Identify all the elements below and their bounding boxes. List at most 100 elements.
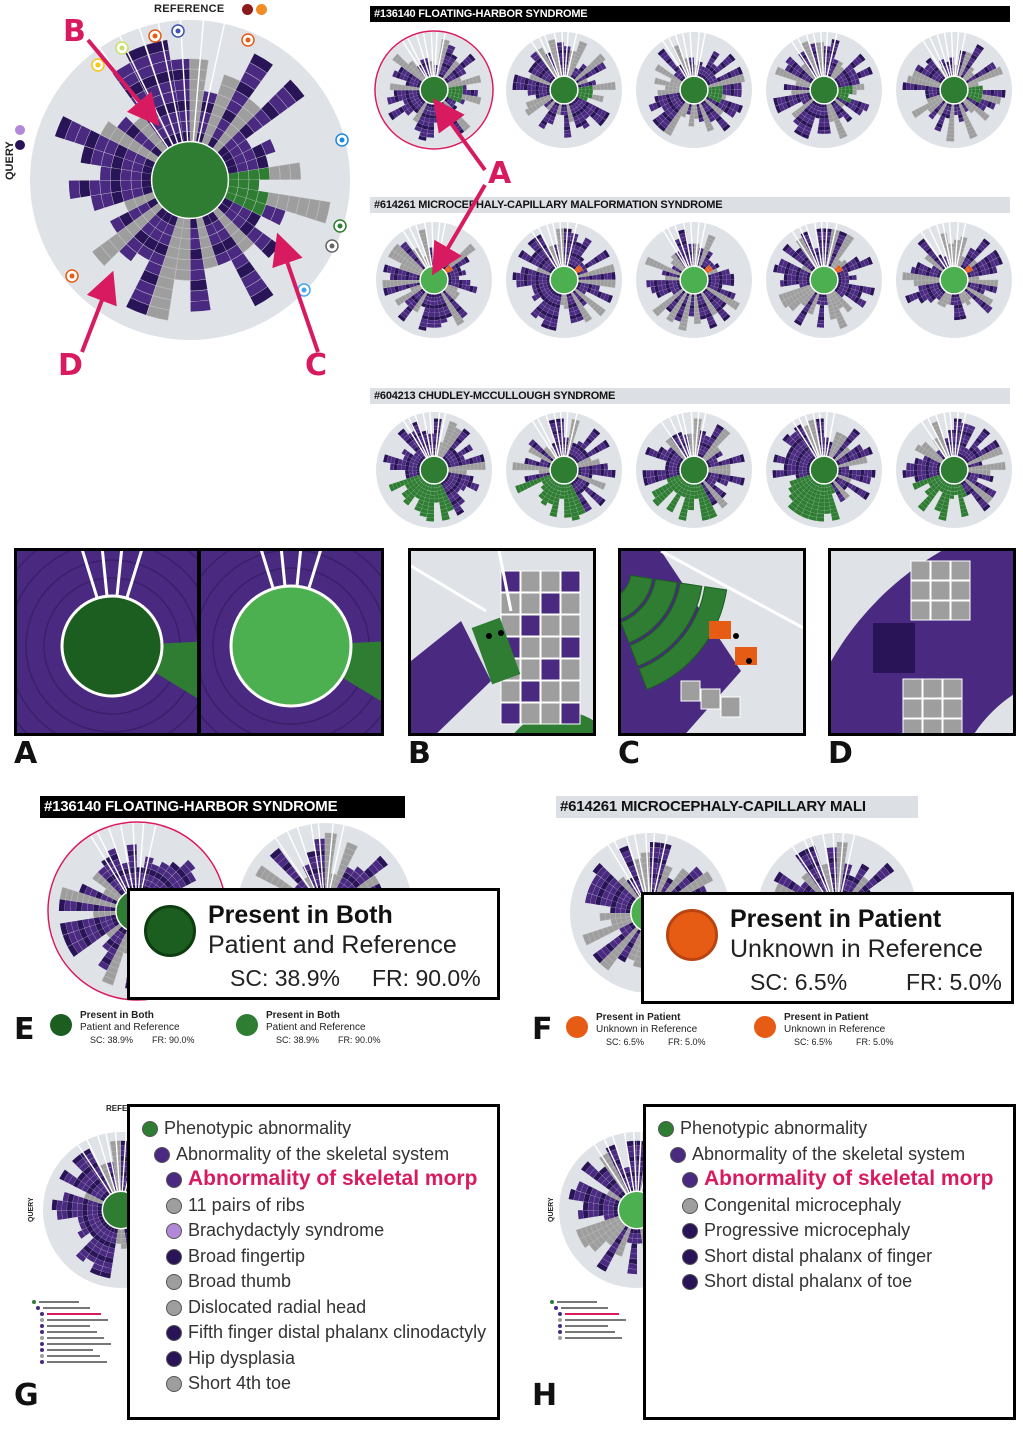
sunburst-cell: [581, 110, 588, 117]
sunburst-cell: [941, 492, 947, 498]
sunburst-cell: [542, 466, 547, 471]
sunburst-cell: [408, 73, 414, 79]
sunburst-cell: [714, 462, 719, 467]
sunburst-cell: [707, 280, 712, 283]
sunburst-cell: [427, 129, 434, 134]
sunburst-divider: [696, 32, 706, 77]
sunburst-cell: [844, 283, 849, 288]
syndrome-thumbnail[interactable]: [370, 410, 498, 538]
sunburst-cell: [408, 303, 415, 310]
syndrome-thumbnail[interactable]: [630, 410, 758, 538]
sunburst-cell: [534, 444, 541, 451]
sunburst-cell: [106, 847, 118, 857]
zoom-d-gray-cell: [902, 698, 923, 719]
sunburst-cell: [652, 102, 659, 110]
sunburst-cell: [542, 282, 548, 287]
sunburst-cell: [828, 117, 835, 123]
sunburst-cell: [544, 113, 551, 120]
syndrome-thumbnail[interactable]: [890, 410, 1018, 538]
zoom-d-gray-cell: [942, 698, 963, 719]
syndrome-thumbnail[interactable]: [630, 30, 758, 158]
sunburst-cell: [109, 960, 121, 970]
sunburst-cell: [420, 128, 428, 134]
sunburst-cell: [285, 195, 300, 214]
sunburst-cell: [555, 494, 561, 499]
sunburst-cell: [970, 92, 976, 97]
sunburst-cell: [788, 493, 796, 502]
sunburst-cell: [457, 64, 464, 71]
sunburst-cell: [240, 72, 261, 90]
sunburst-cell: [516, 82, 521, 90]
sunburst-cell: [454, 283, 459, 288]
sunburst-cell: [455, 280, 460, 284]
sunburst-cell: [538, 493, 545, 500]
main-sunburst-chart[interactable]: [0, 10, 370, 390]
sunburst-cell: [468, 285, 474, 293]
sunburst-cell: [527, 446, 535, 454]
sunburst-cell: [600, 463, 605, 470]
syndrome-thumbnail[interactable]: [500, 410, 628, 538]
sunburst-cell: [76, 901, 83, 911]
sunburst-cell: [847, 70, 853, 77]
syndrome-thumbnail[interactable]: [890, 220, 1018, 348]
syndrome-thumbnail[interactable]: [760, 220, 888, 348]
sunburst-cell: [556, 300, 561, 305]
sunburst-cell: [837, 234, 846, 241]
sunburst-cell: [974, 453, 980, 459]
sunburst-cell: [713, 286, 718, 292]
sunburst-cell: [785, 246, 793, 255]
sunburst-cell: [546, 104, 552, 111]
sunburst-divider: [531, 420, 558, 459]
sunburst-cell: [131, 180, 142, 190]
sunburst-cell: [965, 254, 971, 260]
sunburst-cell: [818, 502, 824, 507]
sunburst-cell: [707, 87, 712, 90]
syndrome-thumbnail[interactable]: [500, 220, 628, 348]
sunburst-cell: [841, 484, 848, 491]
sunburst-cell: [541, 300, 547, 307]
sunburst-cell: [844, 446, 851, 454]
sunburst-cell: [252, 143, 266, 159]
syndrome-thumbnail[interactable]: [760, 410, 888, 538]
sunburst-cell: [524, 254, 532, 262]
sunburst-cell: [534, 64, 541, 71]
sunburst-cell: [679, 305, 686, 312]
sunburst-cell: [785, 451, 792, 459]
syndrome-thumbnail[interactable]: [890, 30, 1018, 158]
sunburst-cell: [574, 309, 581, 315]
sunburst-cell: [708, 77, 713, 82]
sunburst-cell: [996, 66, 1004, 76]
sunburst-cell: [796, 477, 802, 484]
sunburst-cell: [149, 882, 156, 890]
sunburst-cell: [867, 470, 872, 478]
syndrome-thumbnail[interactable]: [370, 220, 498, 348]
sunburst-cell: [966, 428, 974, 434]
sunburst-cell: [442, 484, 447, 489]
sunburst-cell: [866, 256, 873, 265]
syndrome-header-3[interactable]: #604213 CHUDLEY-MCCULLOUGH SYNDROME: [370, 388, 1010, 404]
sunburst-cell: [802, 280, 807, 284]
sunburst-cell: [979, 265, 985, 271]
sunburst-cell: [718, 85, 723, 90]
sunburst-cell: [800, 253, 807, 260]
sunburst-cell: [924, 254, 932, 262]
syndrome-thumbnail[interactable]: [500, 30, 628, 158]
sunburst-cell: [546, 259, 552, 265]
syndrome-thumbnail[interactable]: [630, 220, 758, 348]
syndrome-header-2[interactable]: #614261 MICROCEPHALY-CAPILLARY MALFORMAT…: [370, 197, 1010, 213]
sunburst-cell: [979, 288, 986, 295]
syndrome-thumbnail[interactable]: [760, 30, 888, 158]
sunburst-root: [939, 265, 969, 295]
sunburst-cell: [826, 486, 831, 492]
sunburst-cell: [409, 283, 414, 288]
zoom-b: [411, 551, 593, 733]
sunburst-cell: [104, 139, 119, 156]
sunburst-cell: [190, 259, 205, 270]
sunburst-cell: [581, 63, 587, 70]
sunburst-cell: [800, 63, 808, 70]
zoom-b-cell: [540, 614, 561, 637]
sunburst-cell: [102, 871, 111, 880]
syndrome-header-1[interactable]: #136140 FLOATING-HARBOR SYNDROME: [370, 6, 1010, 22]
sunburst-cell: [519, 463, 525, 471]
sunburst-cell: [799, 272, 804, 277]
